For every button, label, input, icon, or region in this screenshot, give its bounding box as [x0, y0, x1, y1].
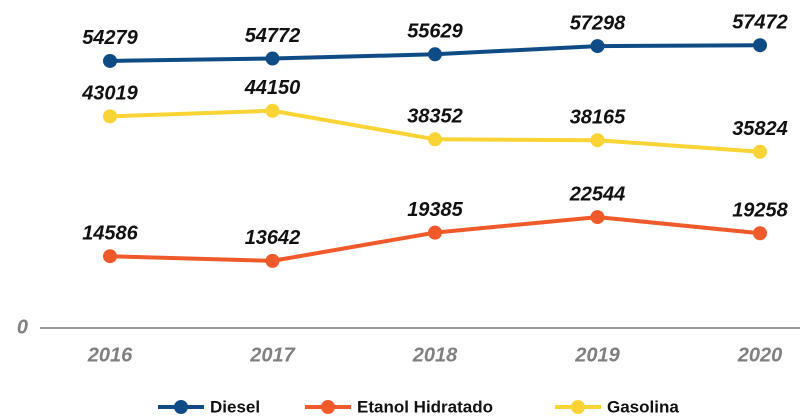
data-label: 13642: [245, 227, 301, 249]
x-tick-label: 2017: [249, 344, 295, 366]
legend-marker: [321, 400, 335, 414]
x-tick-label: 2016: [87, 344, 133, 366]
data-point: [428, 47, 442, 62]
data-label: 54772: [245, 25, 301, 47]
data-label: 38165: [570, 107, 626, 129]
data-label: 22544: [569, 183, 626, 205]
x-tick-label: 2020: [737, 344, 783, 366]
data-point: [265, 253, 280, 268]
data-label: 14586: [82, 223, 138, 245]
data-label: 57298: [570, 12, 626, 34]
data-point: [590, 210, 605, 225]
data-point: [753, 38, 767, 53]
data-point: [428, 132, 442, 147]
legend-label: Etanol Hidratado: [357, 397, 493, 416]
data-label: 57472: [732, 12, 788, 34]
legend-marker: [571, 400, 585, 414]
data-point: [590, 39, 605, 54]
x-tick-label: 2019: [574, 344, 620, 366]
data-point: [753, 144, 767, 159]
data-label: 38352: [407, 106, 463, 128]
x-tick-label: 2018: [412, 344, 458, 366]
legend-label: Diesel: [210, 397, 260, 416]
y-tick-label: 0: [17, 316, 28, 338]
data-point: [428, 225, 442, 240]
data-point: [753, 226, 767, 241]
data-label: 44150: [244, 77, 301, 99]
data-point: [265, 103, 280, 118]
data-point: [103, 249, 117, 264]
data-point: [103, 109, 117, 124]
legend-marker: [174, 400, 188, 414]
legend-label: Gasolina: [607, 397, 679, 416]
data-point: [103, 53, 117, 68]
data-point: [265, 51, 280, 66]
data-label: 54279: [82, 27, 138, 49]
data-label: 35824: [732, 118, 788, 140]
data-label: 55629: [407, 21, 463, 43]
data-label: 19258: [732, 200, 788, 222]
data-label: 19385: [407, 199, 463, 221]
data-label: 43019: [81, 83, 138, 105]
data-point: [590, 133, 605, 148]
